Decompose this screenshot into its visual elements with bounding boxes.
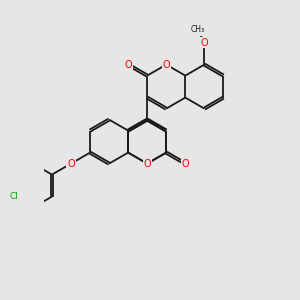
Text: CH₃: CH₃: [191, 25, 205, 34]
Text: O: O: [200, 38, 208, 48]
Text: O: O: [124, 60, 132, 70]
Text: O: O: [143, 159, 151, 169]
Text: Cl: Cl: [9, 192, 18, 201]
Text: O: O: [182, 159, 189, 169]
Text: O: O: [67, 159, 75, 169]
Text: O: O: [162, 60, 170, 70]
